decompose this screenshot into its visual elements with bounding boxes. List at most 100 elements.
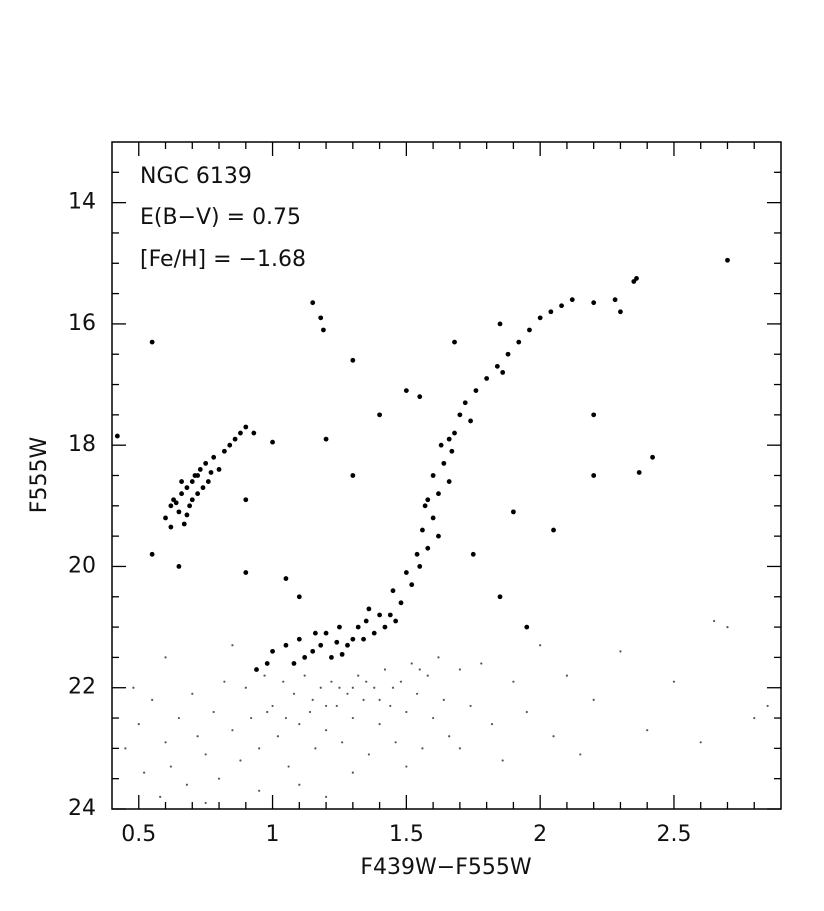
data-point xyxy=(438,442,444,448)
data-point xyxy=(239,759,242,762)
data-point xyxy=(176,509,182,515)
data-point xyxy=(124,747,127,750)
data-point xyxy=(176,564,182,569)
data-point xyxy=(441,460,447,466)
data-point xyxy=(339,651,345,657)
data-point xyxy=(470,551,476,557)
data-point xyxy=(258,789,261,792)
data-point xyxy=(338,686,341,689)
data-point xyxy=(312,630,318,636)
data-point xyxy=(355,624,361,630)
data-point xyxy=(646,729,649,732)
data-point xyxy=(323,630,329,636)
data-point xyxy=(177,716,180,720)
data-point xyxy=(426,674,429,677)
data-point xyxy=(270,648,275,654)
data-point xyxy=(591,412,597,418)
data-point xyxy=(500,370,506,375)
data-point xyxy=(211,454,217,460)
data-point xyxy=(337,624,342,630)
data-point xyxy=(569,297,575,303)
data-point xyxy=(462,400,468,406)
data-point xyxy=(457,412,463,418)
data-point xyxy=(287,765,290,768)
data-point xyxy=(200,485,206,491)
data-point xyxy=(302,655,308,660)
data-point xyxy=(321,327,326,333)
y-tick-label: 24 xyxy=(68,796,96,821)
data-point xyxy=(366,606,372,612)
data-point xyxy=(208,470,214,475)
plot-frame xyxy=(111,141,782,810)
data-point xyxy=(151,698,154,701)
data-point xyxy=(238,430,243,436)
x-tick-label: 1.5 xyxy=(389,822,424,847)
x-tick-label: 0.5 xyxy=(121,822,156,847)
data-point xyxy=(179,479,184,484)
y-axis-label: F555W xyxy=(27,437,52,514)
data-point xyxy=(414,551,420,557)
data-point xyxy=(195,473,201,478)
data-point xyxy=(168,524,174,530)
data-point xyxy=(382,624,388,630)
data-point xyxy=(436,491,441,497)
data-point xyxy=(137,723,140,726)
data-point xyxy=(132,686,135,689)
data-point xyxy=(283,642,289,648)
x-tick-label: 1 xyxy=(266,822,280,847)
data-point xyxy=(243,570,249,575)
data-point xyxy=(371,630,377,636)
data-point xyxy=(415,692,419,695)
data-point xyxy=(181,521,187,527)
data-point xyxy=(361,636,366,642)
data-point xyxy=(351,771,354,774)
data-point xyxy=(452,430,457,436)
data-point xyxy=(672,680,676,683)
data-point xyxy=(114,433,120,439)
data-point xyxy=(169,765,172,768)
data-point xyxy=(335,704,338,708)
data-point xyxy=(579,753,582,756)
data-point xyxy=(221,448,227,454)
data-point xyxy=(164,656,167,659)
data-point xyxy=(350,473,356,478)
data-point xyxy=(251,430,257,436)
data-point xyxy=(266,710,269,714)
data-point xyxy=(410,662,413,665)
data-point xyxy=(244,686,247,689)
data-point xyxy=(250,716,253,720)
data-point xyxy=(163,515,168,521)
data-point xyxy=(351,716,354,720)
data-point xyxy=(187,503,193,509)
data-point xyxy=(310,300,316,306)
data-point xyxy=(420,527,425,533)
data-point xyxy=(184,512,190,518)
data-point xyxy=(494,363,500,369)
data-point xyxy=(425,545,431,551)
data-point xyxy=(197,467,203,472)
data-point xyxy=(527,327,532,333)
data-point xyxy=(469,704,472,708)
data-point xyxy=(243,424,249,430)
data-point xyxy=(357,674,360,677)
data-point xyxy=(501,759,504,762)
data-point xyxy=(216,467,222,472)
data-point xyxy=(448,735,451,738)
data-point xyxy=(394,741,397,744)
y-tick-label: 18 xyxy=(68,432,96,457)
data-point xyxy=(458,668,461,671)
data-point xyxy=(393,618,399,624)
data-point xyxy=(291,661,297,666)
data-point xyxy=(271,704,274,708)
data-point xyxy=(551,527,556,533)
data-point xyxy=(512,680,515,683)
data-point xyxy=(436,533,441,539)
data-point xyxy=(516,339,522,345)
data-point xyxy=(217,777,221,780)
data-point xyxy=(430,515,436,521)
data-point xyxy=(387,612,393,618)
y-tick-label: 20 xyxy=(68,553,96,578)
data-point xyxy=(330,680,333,683)
data-point xyxy=(323,436,329,442)
data-point xyxy=(283,576,289,581)
